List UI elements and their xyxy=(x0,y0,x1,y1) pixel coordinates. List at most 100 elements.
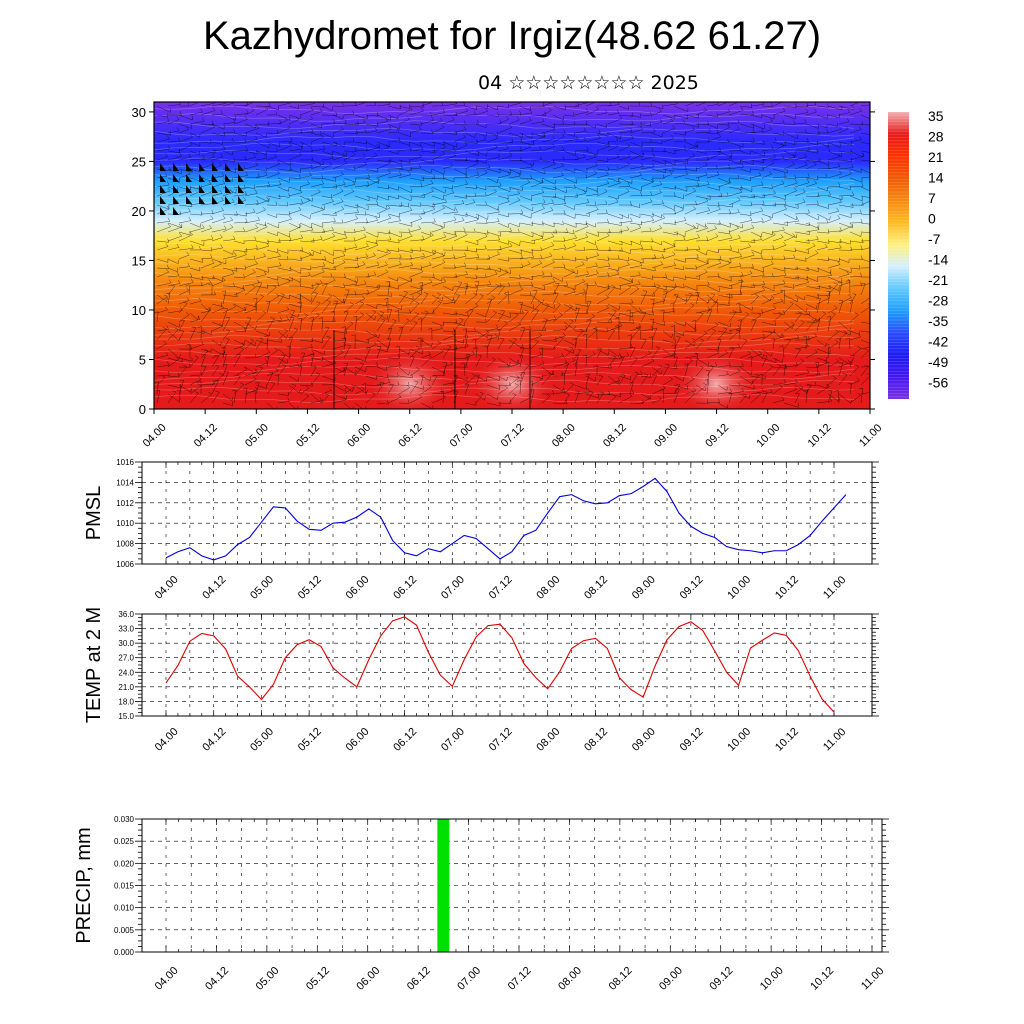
wind-barb xyxy=(475,293,484,305)
wind-barb xyxy=(640,292,655,297)
wind-barb xyxy=(222,329,231,341)
wind-barb xyxy=(640,282,656,287)
wind-barb xyxy=(673,236,686,242)
wind-barb xyxy=(750,391,762,404)
wind-barb xyxy=(255,384,267,389)
wind-barb xyxy=(244,125,260,134)
wind-barb xyxy=(585,245,599,251)
wind-barb xyxy=(376,378,391,386)
wind-barb xyxy=(585,262,598,269)
wind-barb xyxy=(178,244,194,251)
wind-barb xyxy=(695,382,708,395)
wind-barb xyxy=(618,299,634,305)
wind-pennant xyxy=(199,196,205,204)
wind-barb xyxy=(420,375,431,381)
wind-barb xyxy=(607,240,623,246)
wind-barb xyxy=(825,344,830,359)
wind-barb xyxy=(607,394,617,404)
wind-barb xyxy=(244,284,256,296)
wind-barb xyxy=(442,231,456,236)
wind-barb xyxy=(772,357,784,363)
wind-barb xyxy=(211,145,226,152)
wind-barb xyxy=(420,384,432,395)
wind-barb xyxy=(640,227,652,233)
wind-barb xyxy=(739,123,755,129)
wind-barb xyxy=(266,276,279,281)
wind-barb xyxy=(354,273,370,278)
x-tick-label: 10.12 xyxy=(808,965,836,993)
wind-barb xyxy=(574,233,589,242)
wind-barb xyxy=(541,222,555,228)
wind-barb xyxy=(761,295,775,305)
wind-barb xyxy=(717,258,732,264)
wind-barb xyxy=(244,184,256,190)
wind-barb xyxy=(651,104,664,110)
wind-barb xyxy=(200,215,214,224)
wind-barb xyxy=(849,201,864,206)
wind-barb xyxy=(486,335,493,350)
wind-barb xyxy=(761,137,777,143)
wind-barb xyxy=(662,363,670,377)
wind-barb xyxy=(684,327,697,332)
wind-barb xyxy=(607,355,617,368)
wind-barb xyxy=(398,171,412,179)
wind-barb xyxy=(178,312,190,323)
wind-barb xyxy=(486,401,501,407)
wind-barb xyxy=(772,364,787,369)
wind-barb xyxy=(244,102,255,107)
wind-barb xyxy=(288,206,302,215)
wind-barb xyxy=(288,384,301,394)
wind-barb xyxy=(365,375,377,380)
plot-area xyxy=(142,614,872,716)
wind-barb xyxy=(618,343,633,350)
wind-pennant xyxy=(160,174,166,182)
wind-barb xyxy=(695,365,704,377)
wind-barb xyxy=(167,390,177,404)
wind-barb xyxy=(299,115,313,125)
wind-barb xyxy=(695,222,706,228)
y-tick-label: 27.0 xyxy=(118,654,134,663)
wind-barb xyxy=(299,226,314,233)
wind-barb xyxy=(427,327,433,341)
wind-barb xyxy=(727,392,733,404)
wind-barb xyxy=(618,226,630,233)
wind-barb xyxy=(354,402,367,409)
wind-barb xyxy=(585,391,594,404)
wind-barb xyxy=(310,365,317,377)
wind-barb xyxy=(288,361,300,368)
wind-barb xyxy=(299,393,310,404)
wind-barb xyxy=(728,272,744,278)
wind-barb xyxy=(816,186,828,192)
wind-barb xyxy=(464,327,476,332)
wind-barb xyxy=(541,229,558,234)
wind-barb xyxy=(453,102,466,107)
wind-barb xyxy=(794,230,810,235)
wind-barb xyxy=(343,228,356,234)
wind-barb xyxy=(299,313,309,323)
wind-barb xyxy=(706,259,722,269)
wind-barb xyxy=(497,212,509,218)
wind-barb xyxy=(541,272,553,278)
wind-barb xyxy=(816,357,828,362)
wind-barb xyxy=(486,188,497,197)
wind-barb xyxy=(671,344,677,359)
wind-barb xyxy=(717,154,732,161)
wind-barb xyxy=(629,151,645,161)
wind-barb xyxy=(431,249,446,257)
wind-barb xyxy=(453,363,468,368)
wind-barb xyxy=(662,167,674,172)
wind-barb xyxy=(497,116,510,125)
wind-barb xyxy=(475,318,487,323)
wind-barb xyxy=(662,348,674,357)
wind-barb xyxy=(772,267,786,272)
wind-barb xyxy=(783,114,796,120)
wind-barb xyxy=(354,233,367,242)
wind-barb xyxy=(563,319,574,332)
wind-barb xyxy=(332,102,344,107)
wind-barb xyxy=(420,278,433,287)
wind-barb xyxy=(684,234,700,242)
wind-barb xyxy=(266,238,281,243)
wind-barb xyxy=(541,193,557,198)
wind-barb xyxy=(178,123,192,129)
isotherm xyxy=(154,172,855,181)
